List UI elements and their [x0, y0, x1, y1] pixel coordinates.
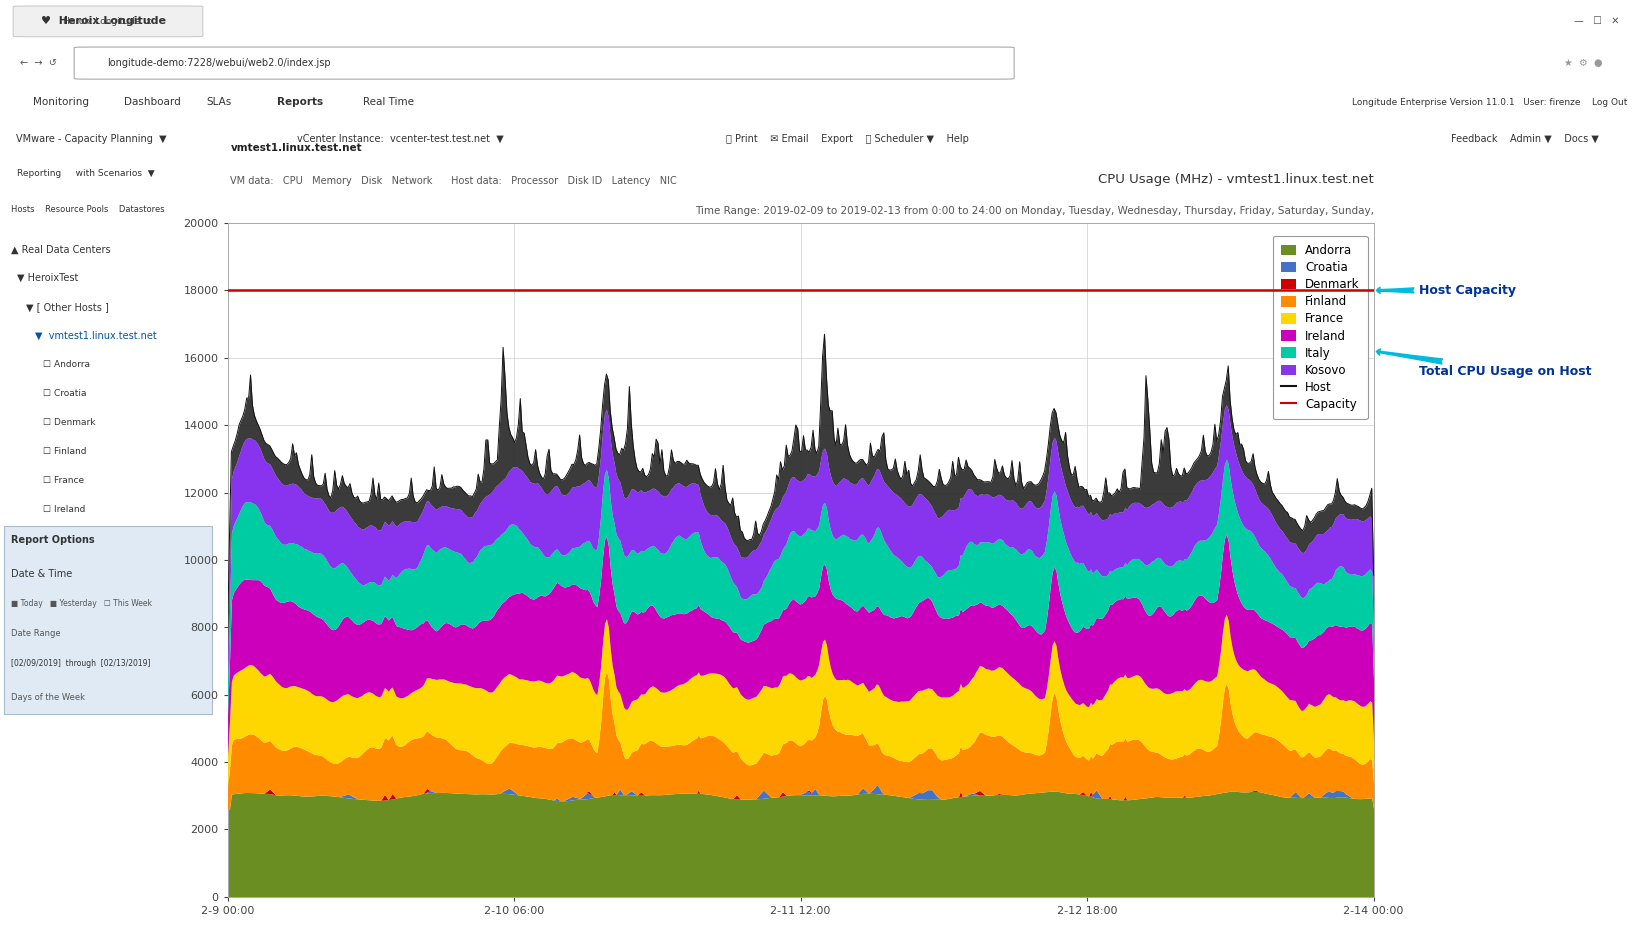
Text: —   ☐   ✕: — ☐ ✕: [1572, 16, 1618, 27]
Text: VMware - Capacity Planning  ▼: VMware - Capacity Planning ▼: [16, 134, 166, 143]
Text: ▼ HeroixTest: ▼ HeroixTest: [16, 273, 79, 283]
Text: Hosts    Resource Pools    Datastores: Hosts Resource Pools Datastores: [12, 205, 165, 214]
Text: Dashboard: Dashboard: [124, 98, 180, 107]
Text: ☐ Italy: ☐ Italy: [43, 533, 74, 543]
Text: ■ Today   ■ Yesterday   ☐ This Week: ■ Today ■ Yesterday ☐ This Week: [12, 599, 152, 607]
Text: Report Options: Report Options: [12, 535, 94, 545]
Text: Date Range: Date Range: [12, 628, 61, 638]
Text: ▼ [ Other Hosts ]: ▼ [ Other Hosts ]: [26, 302, 109, 312]
Text: VM data:   CPU   Memory   Disk   Network      Host data:   Processor   Disk ID  : VM data: CPU Memory Disk Network Host da…: [231, 176, 677, 186]
Text: Date & Time: Date & Time: [12, 569, 73, 579]
Text: Heroix Longitude  x: Heroix Longitude x: [63, 17, 152, 26]
Text: ☐ Andorra: ☐ Andorra: [43, 361, 91, 369]
Text: ▲ Real Data Centers: ▲ Real Data Centers: [12, 245, 110, 254]
Text: Time Range: 2019-02-09 to 2019-02-13 from 0:00 to 24:00 on Monday, Tuesday, Wedn: Time Range: 2019-02-09 to 2019-02-13 fro…: [694, 206, 1373, 216]
Text: ←  →  ↺: ← → ↺: [20, 58, 56, 68]
Text: ☐ France: ☐ France: [43, 475, 84, 485]
Text: ☐ Kosovo: ☐ Kosovo: [43, 562, 86, 571]
FancyBboxPatch shape: [74, 47, 1014, 79]
Legend: Andorra, Croatia, Denmark, Finland, France, Ireland, Italy, Kosovo, Host, Capaci: Andorra, Croatia, Denmark, Finland, Fran…: [1272, 235, 1366, 419]
Text: vCenter Instance:  vcenter-test.test.net  ▼: vCenter Instance: vcenter-test.test.net …: [297, 134, 503, 143]
Text: CPU Usage (MHz) - vmtest1.linux.test.net: CPU Usage (MHz) - vmtest1.linux.test.net: [1098, 173, 1373, 186]
Text: ☐ Denmark: ☐ Denmark: [43, 418, 96, 427]
Text: ☐ Croatia: ☐ Croatia: [43, 389, 87, 399]
Text: longitude-demo:7228/webui/web2.0/index.jsp: longitude-demo:7228/webui/web2.0/index.j…: [107, 58, 331, 68]
Text: Days of the Week: Days of the Week: [12, 693, 84, 701]
Text: Reporting     with Scenarios  ▼: Reporting with Scenarios ▼: [16, 169, 155, 178]
Text: ★  ⚙  ●: ★ ⚙ ●: [1562, 58, 1602, 68]
Text: ☐ Finland: ☐ Finland: [43, 447, 87, 456]
Text: Monitoring: Monitoring: [33, 98, 89, 107]
Text: Reports: Reports: [277, 98, 323, 107]
Text: SLAs: SLAs: [206, 98, 231, 107]
Text: ▼  vmtest1.linux.test.net: ▼ vmtest1.linux.test.net: [35, 331, 157, 341]
Text: Real Time: Real Time: [363, 98, 414, 107]
Text: 🖨 Print    ✉ Email    Export    ⏰ Scheduler ▼    Help: 🖨 Print ✉ Email Export ⏰ Scheduler ▼ Hel…: [725, 134, 967, 143]
Text: Host Capacity: Host Capacity: [1376, 284, 1516, 297]
Text: vmtest1.linux.test.net: vmtest1.linux.test.net: [231, 143, 363, 154]
Text: Total CPU Usage on Host: Total CPU Usage on Host: [1376, 349, 1590, 378]
FancyBboxPatch shape: [13, 6, 203, 37]
Text: ♥  Heroix Longitude: ♥ Heroix Longitude: [41, 16, 166, 27]
Text: [02/09/2019]  through  [02/13/2019]: [02/09/2019] through [02/13/2019]: [12, 659, 150, 667]
Text: ☐ Ireland: ☐ Ireland: [43, 505, 86, 513]
Text: Feedback    Admin ▼    Docs ▼: Feedback Admin ▼ Docs ▼: [1450, 134, 1599, 143]
FancyBboxPatch shape: [5, 526, 211, 714]
Text: Longitude Enterprise Version 11.0.1   User: firenze    Log Out: Longitude Enterprise Version 11.0.1 User…: [1351, 98, 1627, 107]
